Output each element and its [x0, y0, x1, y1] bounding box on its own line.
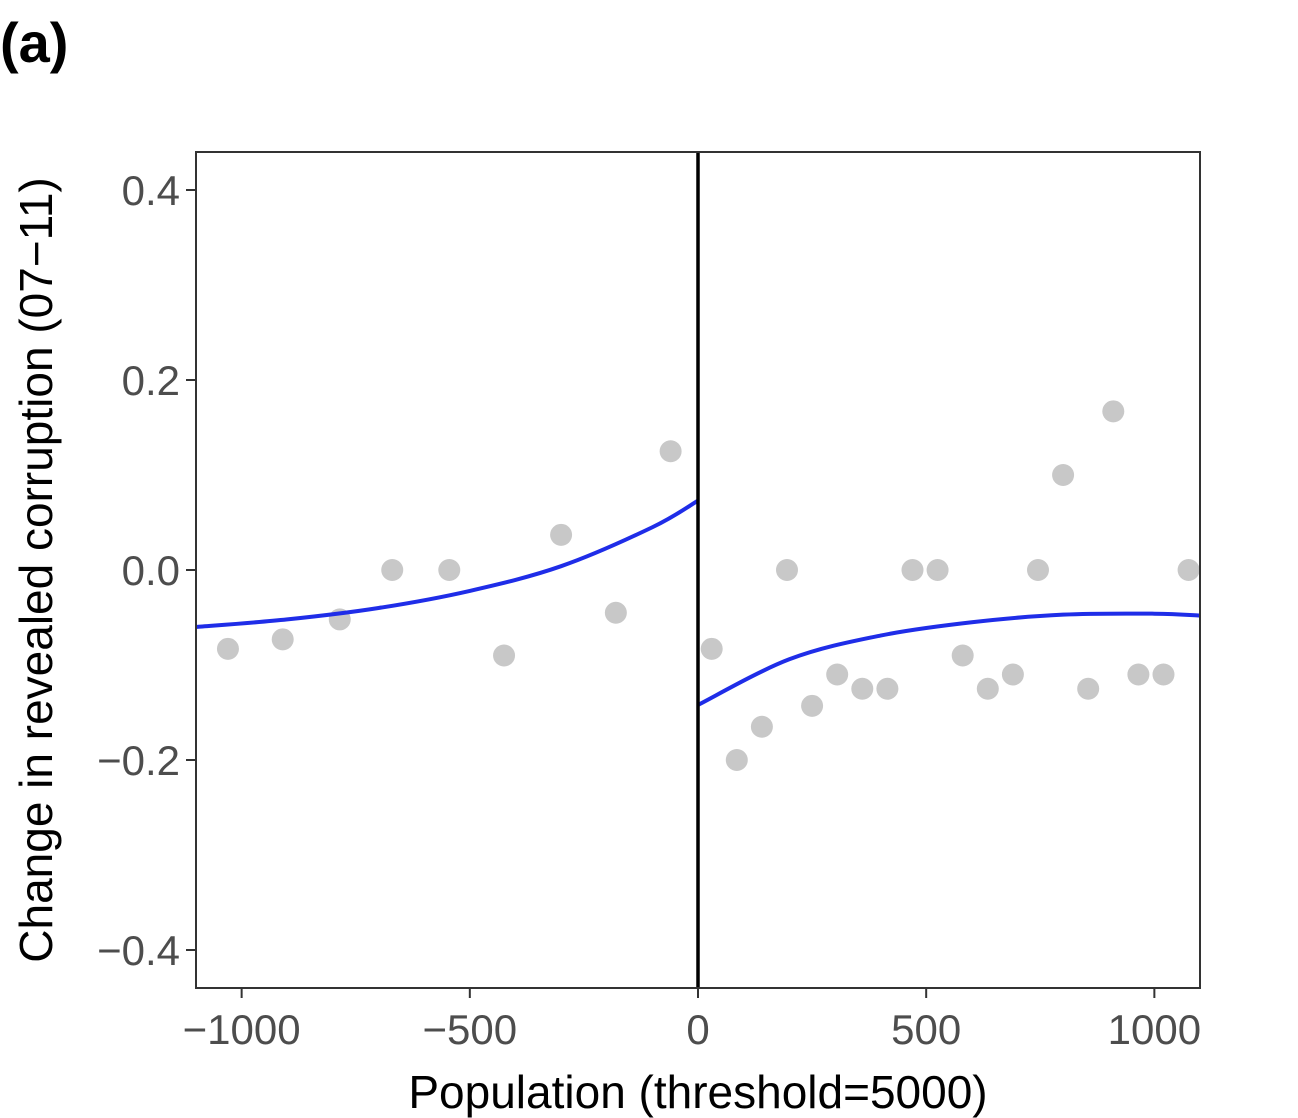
data-point-3: [381, 559, 404, 581]
data-point-16: [876, 677, 899, 700]
x-tick-label-0: −1000: [183, 1006, 301, 1053]
y-tick-label-4: −0.4: [97, 927, 180, 974]
x-tick-label-4: 1000: [1108, 1006, 1201, 1053]
fit-curves-layer: [195, 498, 1201, 707]
fit-curve-right: [697, 611, 1201, 707]
x-tick-label-2: 0: [686, 1006, 709, 1053]
x-axis-title: Population (threshold=5000): [408, 1066, 987, 1118]
data-point-5: [493, 644, 516, 667]
data-point-0: [216, 637, 239, 660]
data-point-9: [700, 637, 723, 660]
y-tick-label-0: 0.4: [122, 167, 180, 214]
data-point-11: [750, 715, 773, 738]
data-point-20: [976, 677, 999, 700]
data-point-19: [951, 644, 974, 667]
data-point-22: [1026, 559, 1049, 581]
data-point-26: [1127, 663, 1150, 686]
data-point-17: [901, 559, 924, 581]
data-point-27: [1152, 663, 1175, 686]
data-point-28: [1177, 559, 1200, 581]
y-tick-label-1: 0.2: [122, 357, 180, 404]
data-point-1: [271, 628, 294, 651]
data-point-10: [725, 749, 748, 771]
data-point-18: [926, 559, 949, 581]
points-layer: [216, 400, 1200, 771]
data-point-8: [659, 440, 682, 463]
y-tick-label-2: 0.0: [122, 547, 180, 594]
data-point-23: [1052, 464, 1075, 486]
data-point-21: [1001, 663, 1024, 686]
data-point-12: [775, 559, 798, 581]
x-tick-label-1: −500: [423, 1006, 518, 1053]
y-tick-label-3: −0.2: [97, 737, 180, 784]
y-axis: 0.4 0.2 0.0 −0.2 −0.4: [97, 167, 196, 974]
y-axis-title: Change in revealed corruption (07−11): [10, 177, 62, 962]
data-point-6: [550, 523, 573, 546]
data-point-14: [826, 663, 849, 686]
data-point-24: [1077, 677, 1100, 700]
fit-curve-left: [195, 498, 700, 629]
x-tick-label-3: 500: [891, 1006, 961, 1053]
data-point-25: [1102, 400, 1125, 423]
data-point-15: [851, 677, 874, 700]
panel-label: (a): [0, 11, 68, 74]
data-point-13: [801, 694, 824, 717]
data-point-4: [438, 559, 461, 581]
data-point-7: [604, 601, 627, 624]
x-axis: −1000 −500 0 500 1000: [183, 988, 1201, 1053]
